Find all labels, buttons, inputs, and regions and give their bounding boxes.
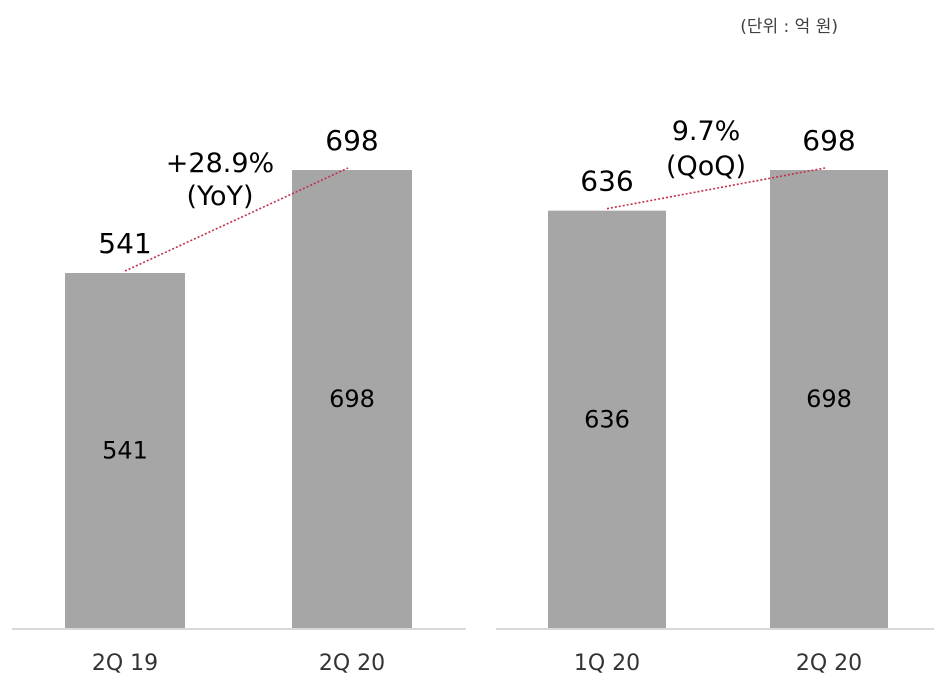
growth-annotation: (YoY)	[187, 181, 254, 212]
trend-line	[124, 167, 349, 272]
bar-2q-19	[65, 273, 185, 628]
trend-line	[606, 167, 826, 210]
category-label: 2Q 20	[796, 651, 862, 673]
bar-top-label: 541	[98, 227, 151, 260]
unit-label: (단위 : 억 원)	[740, 17, 838, 37]
growth-annotation: 9.7%	[672, 116, 741, 147]
bar-inner-label: 541	[102, 437, 148, 465]
growth-annotation: +28.9%	[166, 148, 274, 179]
category-label: 2Q 20	[319, 651, 385, 673]
bar-top-label: 636	[580, 165, 633, 198]
bar-inner-label: 698	[329, 385, 375, 413]
bar-top-label: 698	[325, 124, 378, 157]
category-label: 1Q 20	[574, 651, 640, 673]
bar-top-label: 698	[802, 124, 855, 157]
bar-2q-20	[292, 170, 412, 628]
bar-inner-label: 698	[806, 385, 852, 413]
growth-annotation: (QoQ)	[666, 151, 746, 182]
bar-2q-20	[770, 170, 888, 628]
bar-1q-20	[548, 210, 666, 628]
category-label: 2Q 19	[92, 651, 158, 673]
bar-inner-label: 636	[584, 405, 630, 433]
